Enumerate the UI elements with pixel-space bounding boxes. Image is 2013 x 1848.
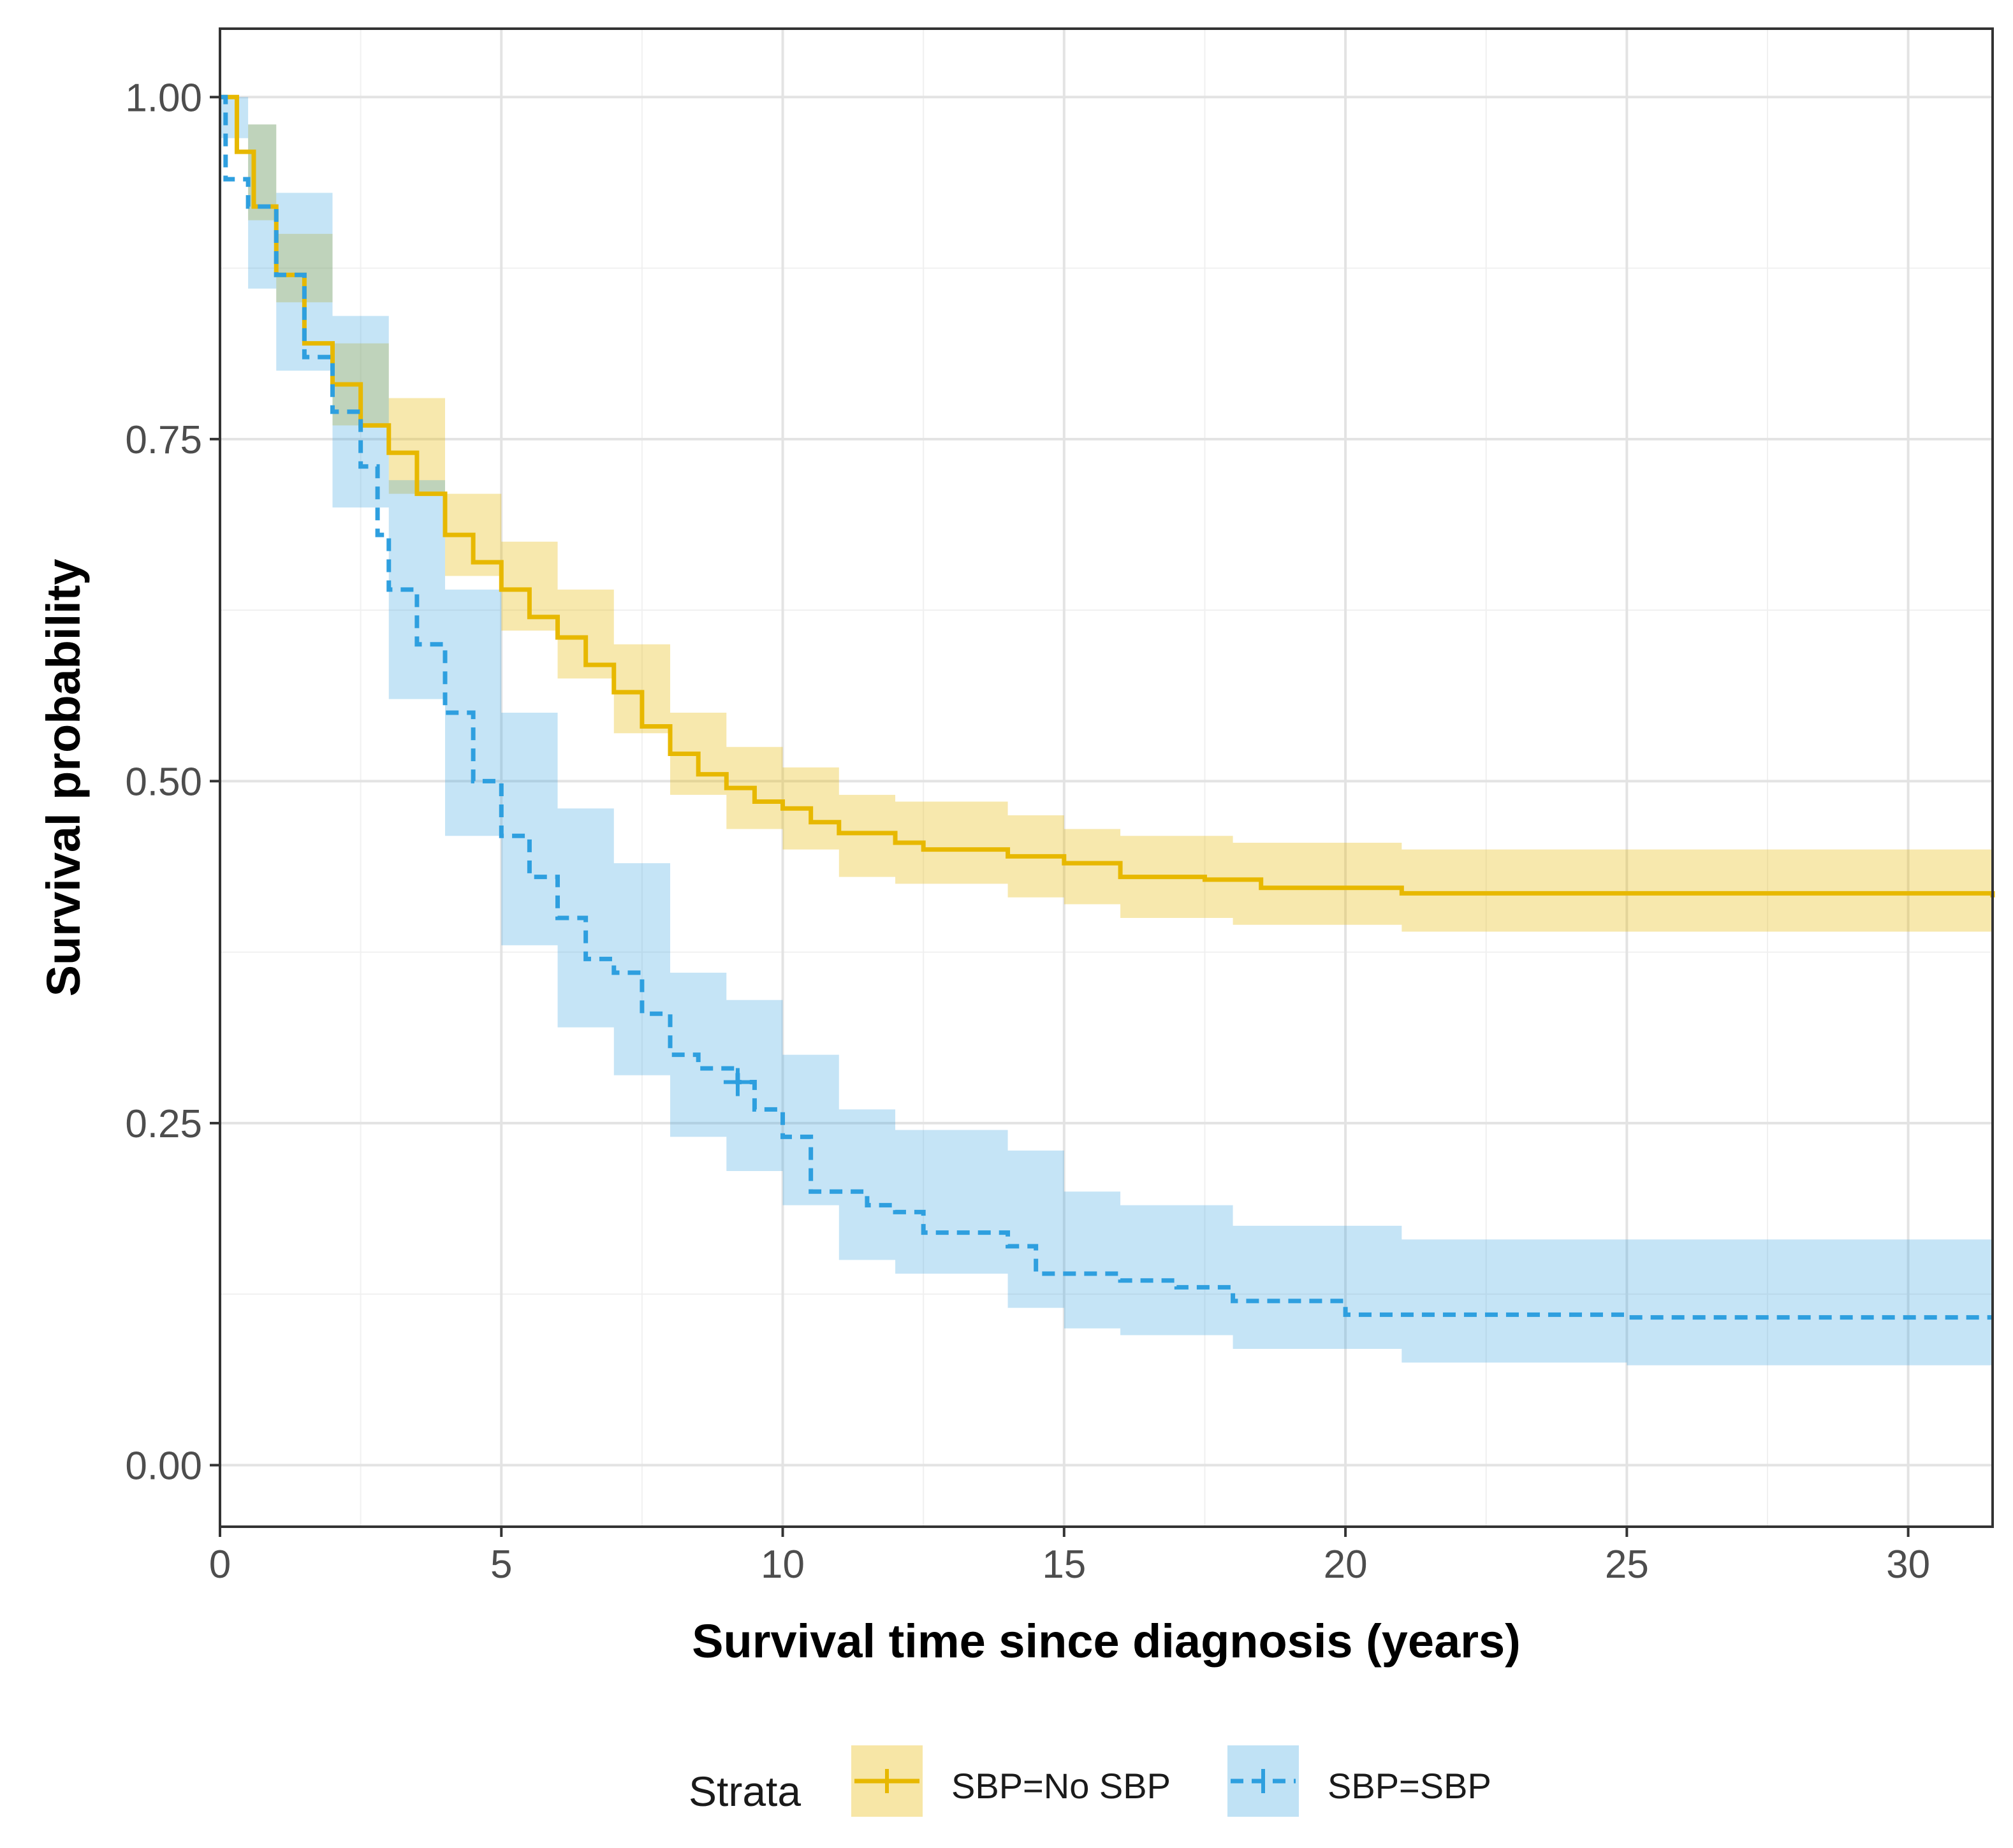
y-tick-label: 0.50: [125, 760, 202, 804]
survival-curve-sbp-no-sbp: [220, 94, 1995, 898]
legend: Strata SBP=No SBP SBP=SBP: [689, 1745, 1491, 1817]
y-tick-label: 0.75: [125, 418, 202, 462]
confidence-band-sbp-sbp: [220, 97, 1993, 1365]
legend-key-no-sbp: [851, 1745, 923, 1817]
x-tick-label: 10: [761, 1543, 805, 1587]
x-tick-label: 0: [209, 1543, 231, 1587]
y-tick-label: 0.00: [125, 1444, 202, 1488]
legend-label-sbp: SBP=SBP: [1328, 1766, 1491, 1806]
x-tick-label: 5: [490, 1543, 512, 1587]
legend-title: Strata: [689, 1768, 801, 1815]
legend-key-sbp: [1227, 1745, 1299, 1817]
y-tick-label: 1.00: [125, 76, 202, 120]
censor-marks: [723, 1068, 752, 1096]
y-axis-title: Survival probability: [37, 559, 90, 997]
survival-curve-sbp-sbp: [220, 94, 1993, 1320]
legend-label-no-sbp: SBP=No SBP: [951, 1766, 1171, 1806]
x-tick-label: 20: [1324, 1543, 1368, 1587]
survival-curves: [220, 94, 1995, 1320]
x-tick-label: 15: [1042, 1543, 1086, 1587]
x-tick-label: 25: [1605, 1543, 1649, 1587]
axis-ticks: 0 5 10 15 20 25 30 0.00 0.25 0.50 0.75 1.00: [125, 76, 1930, 1587]
y-tick-label: 0.25: [125, 1102, 202, 1146]
plot-panel-border: [219, 27, 1994, 1528]
x-axis-title: Survival time since diagnosis (years): [692, 1615, 1521, 1668]
x-tick-label: 30: [1886, 1543, 1930, 1587]
